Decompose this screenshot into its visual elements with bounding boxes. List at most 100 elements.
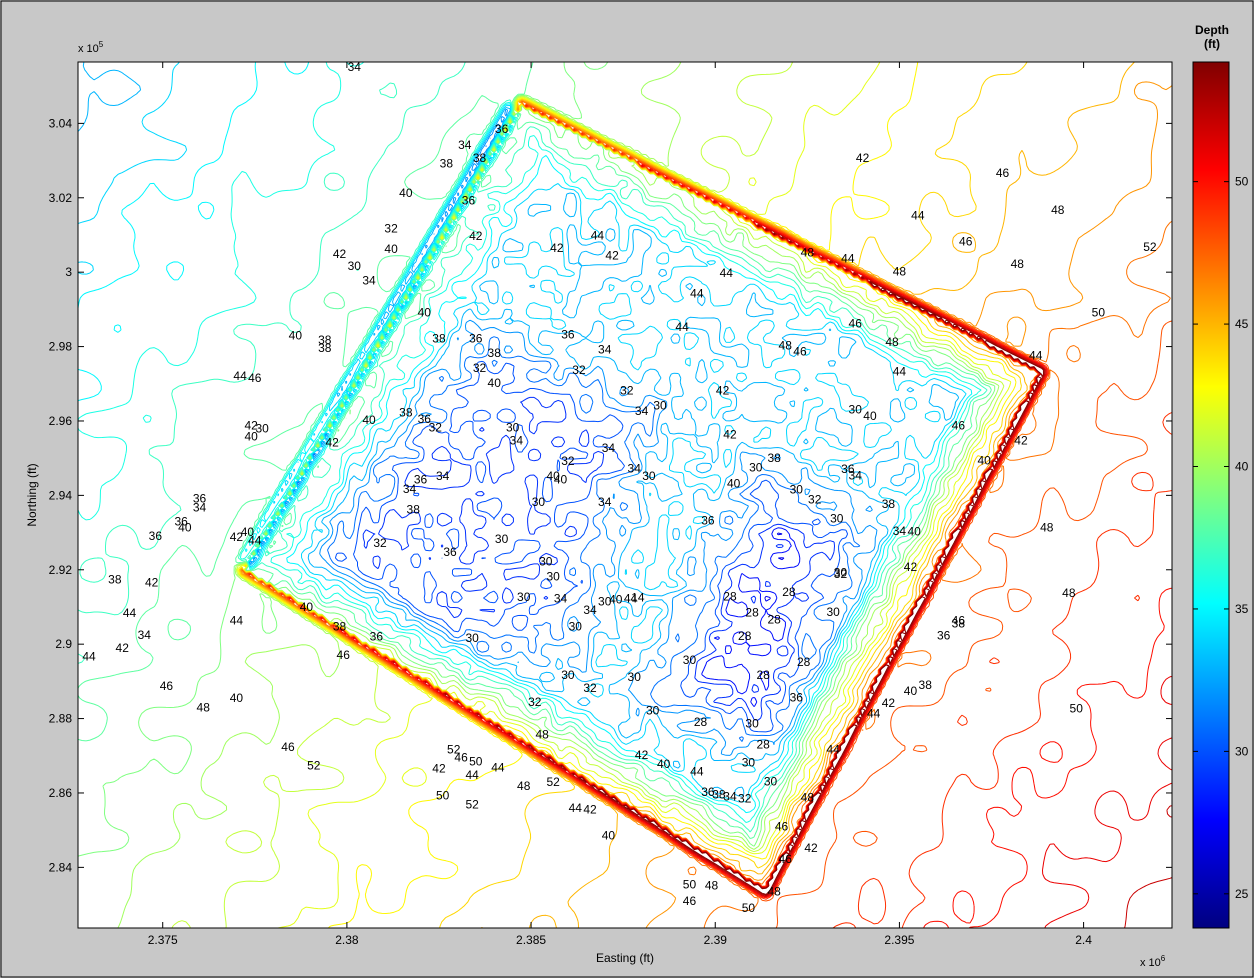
depth-label: 34 bbox=[893, 524, 907, 538]
depth-label: 30 bbox=[517, 590, 531, 604]
depth-label: 38 bbox=[768, 451, 782, 465]
depth-label: 40 bbox=[488, 376, 502, 390]
colorbar-title-line1: Depth bbox=[1195, 23, 1229, 37]
depth-label: 44 bbox=[690, 765, 704, 779]
depth-label: 34 bbox=[628, 462, 642, 476]
depth-label: 44 bbox=[690, 287, 704, 301]
depth-label: 46 bbox=[248, 371, 262, 385]
depth-label: 34 bbox=[348, 60, 362, 74]
depth-label: 28 bbox=[782, 585, 796, 599]
depth-label: 28 bbox=[738, 629, 752, 643]
depth-label: 44 bbox=[123, 606, 137, 620]
depth-label: 30 bbox=[348, 259, 362, 273]
depth-label: 44 bbox=[569, 801, 583, 815]
depth-label: 40 bbox=[362, 413, 376, 427]
depth-label: 30 bbox=[826, 605, 840, 619]
depth-label: 42 bbox=[716, 383, 730, 397]
depth-label: 40 bbox=[384, 242, 398, 256]
depth-label: 44 bbox=[82, 650, 96, 664]
depth-label: 48 bbox=[1011, 257, 1025, 271]
depth-label: 48 bbox=[1051, 203, 1065, 217]
depth-label: 48 bbox=[705, 879, 719, 893]
depth-label: 44 bbox=[491, 761, 505, 775]
depth-label: 44 bbox=[465, 768, 479, 782]
depth-label: 30 bbox=[539, 555, 553, 569]
depth-label: 38 bbox=[407, 502, 421, 516]
depth-label: 34 bbox=[849, 469, 863, 483]
depth-label: 30 bbox=[849, 403, 863, 417]
depth-label: 30 bbox=[764, 775, 778, 789]
colorbar-tick-label: 50 bbox=[1235, 175, 1249, 189]
x-axis-label: Easting (ft) bbox=[596, 951, 654, 965]
y-tick-label: 3.04 bbox=[49, 116, 73, 130]
depth-label: 34 bbox=[436, 469, 450, 483]
depth-label: 40 bbox=[727, 476, 741, 490]
y-axis-label: Northing (ft) bbox=[25, 463, 39, 526]
depth-label: 40 bbox=[546, 469, 560, 483]
depth-label: 50 bbox=[683, 877, 697, 891]
depth-label: 44 bbox=[841, 251, 855, 265]
contour-level-27 bbox=[764, 532, 785, 602]
depth-label: 48 bbox=[1040, 521, 1054, 535]
depth-label: 40 bbox=[399, 186, 413, 200]
depth-label: 46 bbox=[160, 679, 174, 693]
depth-label: 32 bbox=[384, 222, 398, 236]
depth-label: 32 bbox=[473, 361, 487, 375]
x-multiplier-label: x 106 bbox=[1140, 954, 1166, 969]
y-tick-label: 2.98 bbox=[49, 340, 73, 354]
depth-label: 36 bbox=[414, 473, 428, 487]
depth-label: 40 bbox=[609, 592, 623, 606]
depth-label: 46 bbox=[454, 751, 468, 765]
x-axis: 2.375 2.38 2.385 2.39 2.395 2.4 bbox=[148, 62, 1092, 947]
y-tick-label: 2.86 bbox=[49, 786, 73, 800]
depth-label: 28 bbox=[756, 738, 770, 752]
depth-label: 46 bbox=[337, 648, 351, 662]
depth-label: 28 bbox=[723, 589, 737, 603]
depth-label: 50 bbox=[742, 901, 756, 915]
depth-label: 40 bbox=[907, 525, 921, 539]
depth-label: 34 bbox=[598, 342, 612, 356]
depth-label: 40 bbox=[300, 600, 314, 614]
depth-label: 38 bbox=[318, 333, 332, 347]
depth-label: 38 bbox=[882, 497, 896, 511]
depth-label: 34 bbox=[510, 434, 524, 448]
depth-label: 40 bbox=[977, 453, 991, 467]
depth-label: 42 bbox=[583, 803, 597, 817]
depth-label: 44 bbox=[591, 228, 605, 242]
depth-label: 36 bbox=[443, 545, 457, 559]
depth-label: 40 bbox=[178, 520, 192, 534]
colorbar-ticks: 25 30 35 40 45 50 bbox=[1193, 175, 1249, 901]
y-axis: 2.84 2.86 2.88 2.9 2.92 2.94 2.96 2.98 3 3.02 3.04 bbox=[49, 116, 1172, 874]
x-tick-label: 2.4 bbox=[1075, 933, 1092, 947]
depth-label: 44 bbox=[911, 209, 925, 223]
depth-label: 46 bbox=[793, 344, 807, 358]
colorbar-tick-label: 35 bbox=[1235, 602, 1249, 616]
y-tick-label: 3 bbox=[65, 265, 72, 279]
depth-label: 46 bbox=[683, 894, 697, 908]
depth-label: 30 bbox=[255, 422, 269, 436]
depth-label: 44 bbox=[248, 534, 262, 548]
y-tick-label: 2.92 bbox=[49, 563, 73, 577]
contour-level-40 bbox=[117, 62, 1000, 928]
depth-label: 38 bbox=[488, 346, 502, 360]
depth-label: 30 bbox=[834, 566, 848, 580]
depth-label: 44 bbox=[230, 613, 244, 627]
colorbar-tick-label: 25 bbox=[1235, 887, 1249, 901]
contour-level-30 bbox=[334, 360, 849, 733]
depth-label: 52 bbox=[307, 759, 321, 773]
y-tick-label: 2.94 bbox=[49, 488, 73, 502]
depth-label: 42 bbox=[882, 696, 896, 710]
depth-label: 32 bbox=[834, 567, 848, 581]
depth-label: 14 bbox=[631, 591, 645, 605]
contour-level-35 bbox=[78, 62, 973, 814]
colorbar-tick-label: 30 bbox=[1235, 744, 1249, 758]
depth-label: 40 bbox=[230, 691, 244, 705]
contour-lines bbox=[78, 62, 1172, 928]
depth-label: 34 bbox=[583, 603, 597, 617]
depth-label: 40 bbox=[904, 684, 918, 698]
depth-label: 40 bbox=[554, 473, 568, 487]
depth-label: 52 bbox=[447, 743, 461, 757]
depth-label: 46 bbox=[959, 235, 973, 249]
depth-label: 40 bbox=[241, 525, 255, 539]
depth-label: 32 bbox=[561, 454, 575, 468]
